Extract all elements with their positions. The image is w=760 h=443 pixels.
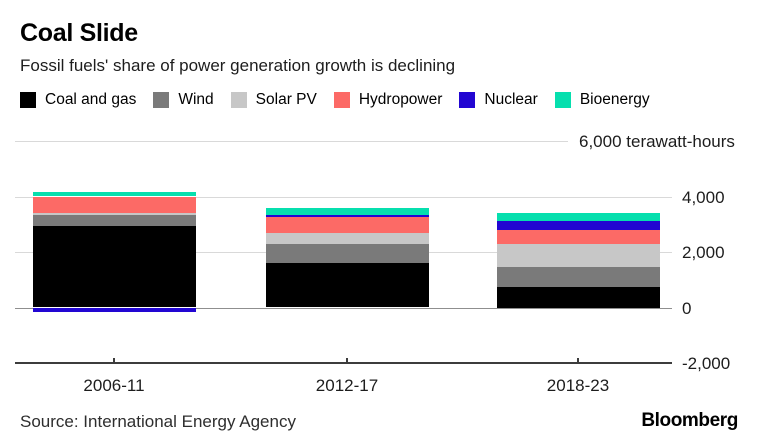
legend-label: Nuclear xyxy=(484,91,538,108)
y-axis-label-6000: 6,000 terawatt-hours xyxy=(579,132,735,151)
x-axis-label-2006-11: 2006-11 xyxy=(83,376,145,395)
legend-item-wind: Wind xyxy=(153,91,214,109)
legend-label: Coal and gas xyxy=(45,91,137,108)
bar-segment-wind-2012-17 xyxy=(265,243,429,264)
bar-segment-coal-and-gas-2018-23 xyxy=(496,286,660,308)
y-axis-label-4000: 4,000 xyxy=(682,187,725,207)
x-axis-label-2018-23: 2018-23 xyxy=(546,376,610,395)
legend-label: Hydropower xyxy=(358,91,443,108)
chart-title: Coal Slide xyxy=(20,19,138,47)
bar-segment-nuclear-2018-23 xyxy=(496,221,660,230)
bar-segment-bioenergy-2006-11 xyxy=(32,192,196,197)
legend-swatch-icon xyxy=(230,92,247,108)
bar-segment-coal-and-gas-2006-11 xyxy=(32,225,196,308)
x-axis-tick-2006-11 xyxy=(113,358,115,363)
legend-item-solar-pv: Solar PV xyxy=(230,91,317,109)
legend-swatch-icon xyxy=(554,92,571,108)
bar-segment-wind-2006-11 xyxy=(32,214,196,226)
gridline-4000 xyxy=(15,196,672,198)
y-axis-label-0: 0 xyxy=(682,298,692,318)
source-note: Source: International Energy Agency xyxy=(20,412,296,431)
legend-swatch-icon xyxy=(459,92,476,108)
x-axis-label-2012-17: 2012-17 xyxy=(315,376,379,395)
bar-segment-bioenergy-2012-17 xyxy=(265,207,429,215)
bar-segment-solar-pv-2012-17 xyxy=(265,232,429,244)
legend-item-nuclear: Nuclear xyxy=(459,91,538,109)
bloomberg-logo: Bloomberg xyxy=(641,410,738,431)
bar-segment-wind-2018-23 xyxy=(496,267,660,287)
y-axis-label--2000: -2,000 xyxy=(682,354,731,373)
chart-subtitle: Fossil fuels' share of power generation … xyxy=(20,56,456,75)
legend-item-coal-and-gas: Coal and gas xyxy=(20,91,136,109)
bar-segment-hydropower-2018-23 xyxy=(496,229,660,244)
legend-label: Solar PV xyxy=(255,91,317,108)
legend-label: Bioenergy xyxy=(579,91,650,108)
bar-segment-coal-and-gas-2012-17 xyxy=(265,263,429,308)
x-axis-tick-2012-17 xyxy=(346,358,348,363)
legend-swatch-icon xyxy=(20,92,36,108)
gridline-6000 xyxy=(15,141,568,142)
bar-segment-solar-pv-2018-23 xyxy=(496,243,660,268)
legend-label: Wind xyxy=(178,91,214,108)
bar-segment-solar-pv-2006-11 xyxy=(32,213,196,215)
bar-segment-hydropower-2006-11 xyxy=(32,196,196,214)
gridline--2000 xyxy=(15,362,672,364)
bar-segment-bioenergy-2018-23 xyxy=(496,213,660,222)
chart-legend: Coal and gas Wind Solar PV Hydropower Nuclea… xyxy=(20,91,650,109)
legend-swatch-icon xyxy=(333,92,350,108)
bar-segment-hydropower-2012-17 xyxy=(265,217,429,233)
y-axis-label-2000: 2,000 xyxy=(682,243,725,262)
gridline-0 xyxy=(15,307,672,309)
legend-item-bioenergy: Bioenergy xyxy=(554,91,650,109)
bar-segment-nuclear-2012-17 xyxy=(265,214,429,218)
legend-item-hydropower: Hydropower xyxy=(333,91,443,109)
x-axis-tick-2018-23 xyxy=(577,358,579,363)
bar-segment-nuclear-2006-11 xyxy=(32,307,196,312)
legend-swatch-icon xyxy=(153,92,170,108)
